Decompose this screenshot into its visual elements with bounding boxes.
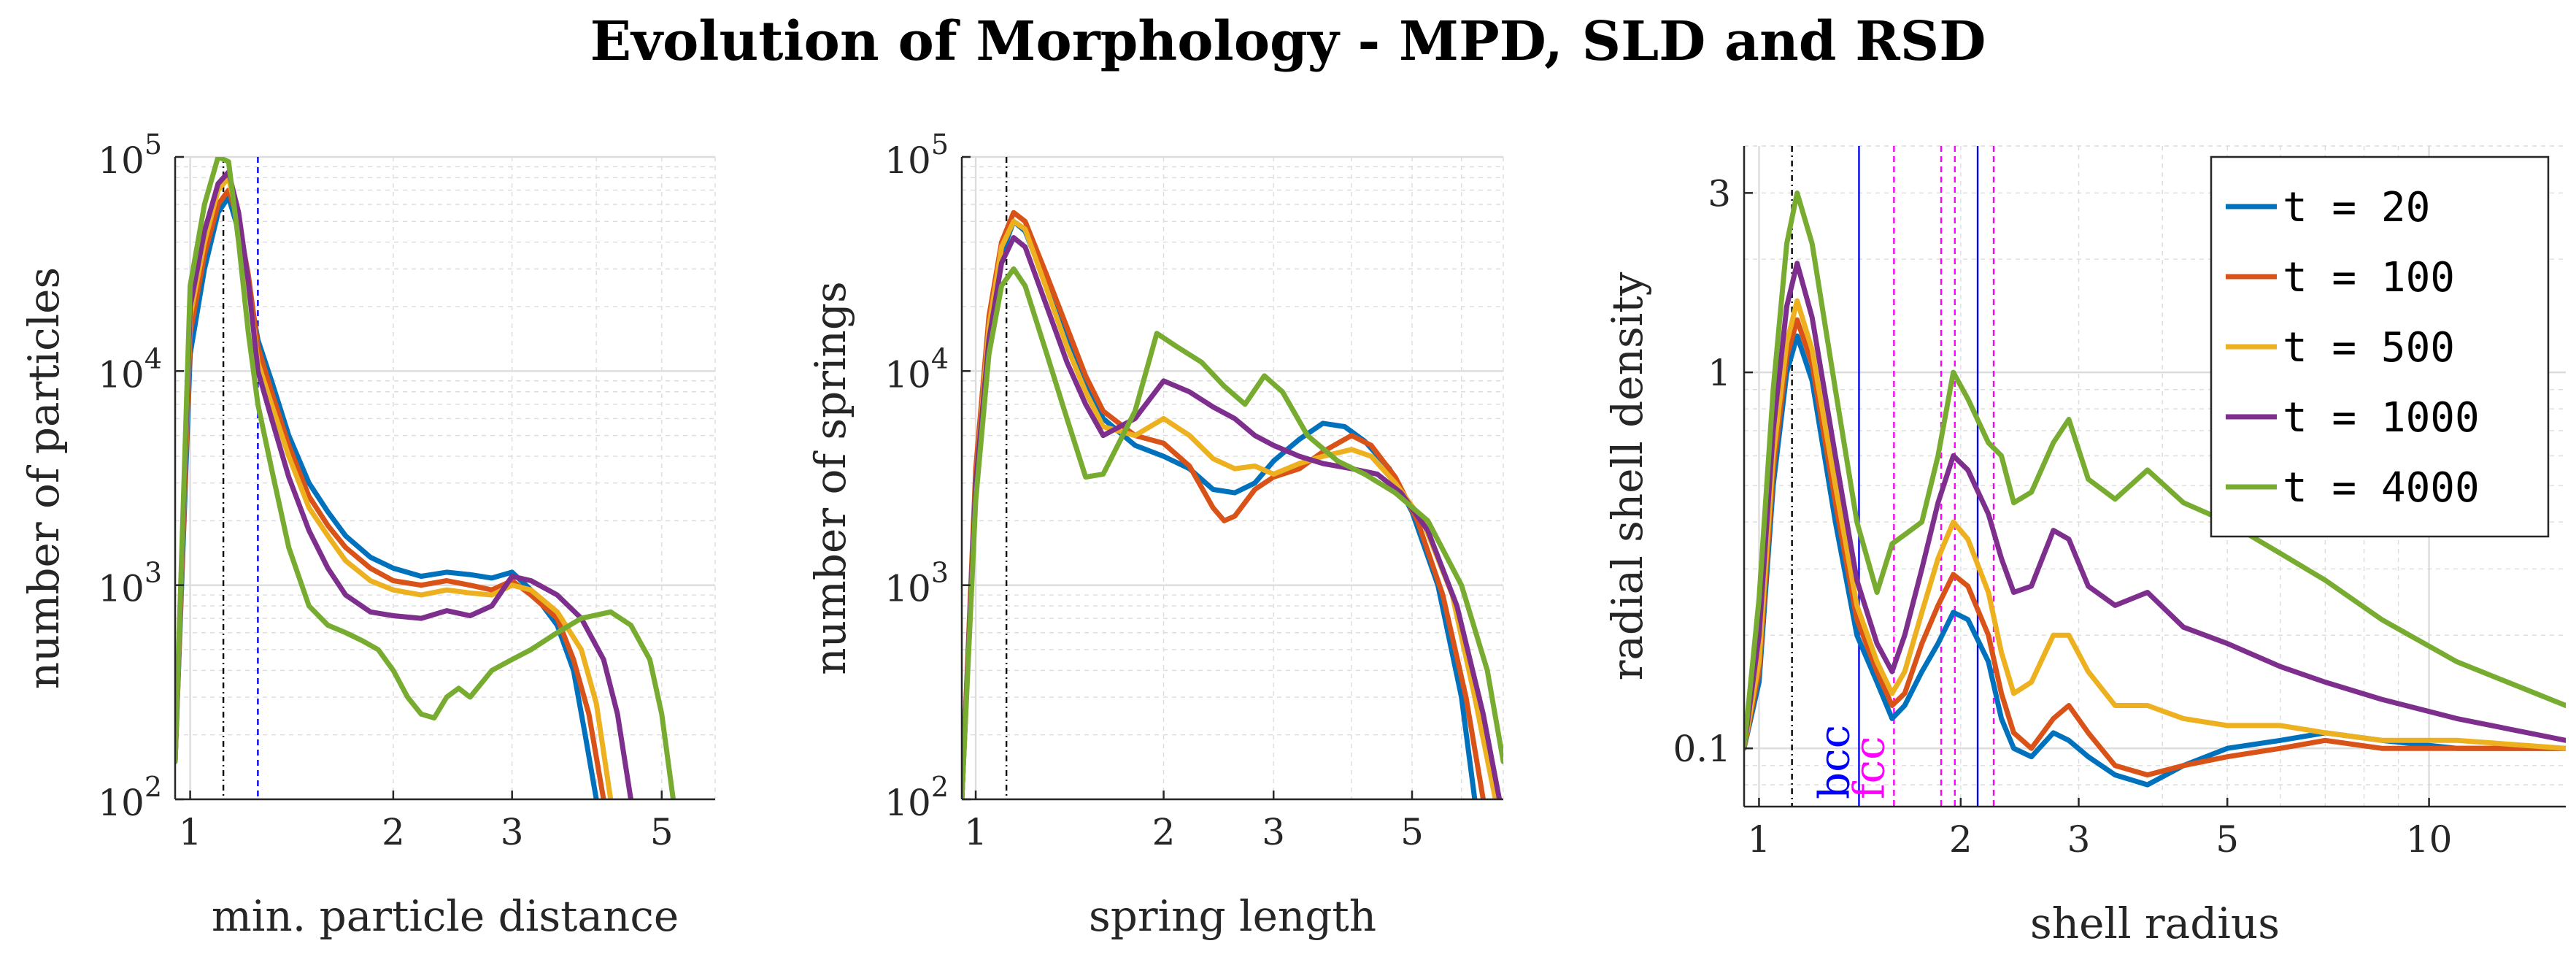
y-tick-base: 10: [884, 568, 931, 610]
y-tick-base: 10: [884, 353, 931, 396]
y-tick-base: 10: [98, 568, 144, 610]
figure-title: Evolution of Morphology - MPD, SLD and R…: [590, 10, 1986, 73]
series-line-100: [175, 187, 606, 799]
y-tick-exponent: 2: [144, 771, 162, 803]
y-tick-base: 10: [98, 139, 144, 182]
y-tick-label: 1: [1708, 352, 1731, 394]
y-tick-exponent: 2: [931, 771, 949, 803]
y-axis-label: radial shell density: [1603, 272, 1652, 680]
grid: [175, 155, 716, 801]
series-line-1000: [1744, 261, 2566, 751]
y-tick-exponent: 3: [144, 557, 162, 589]
y-tick-label: 103: [98, 557, 162, 610]
x-tick-label: 1: [179, 811, 202, 853]
plot-area: [962, 157, 1503, 799]
y-tick-base: 10: [98, 353, 144, 396]
x-tick-label: 1: [964, 811, 987, 853]
legend-label-5: t = 4000: [2283, 464, 2480, 512]
series-line-4000: [962, 266, 1503, 799]
y-tick-exponent: 3: [931, 557, 949, 589]
y-axis-label: number of springs: [806, 281, 855, 675]
x-tick-label: 3: [1262, 811, 1285, 853]
x-tick-label: 10: [2406, 818, 2453, 861]
series-line-500: [1744, 298, 2566, 751]
x-axis-label: min. particle distance: [212, 891, 679, 941]
y-tick-label: 105: [884, 128, 949, 182]
x-tick-label: 1: [1748, 818, 1771, 861]
y-tick-label: 105: [98, 128, 162, 182]
series-line-100: [962, 209, 1486, 799]
y-axis-label: number of particles: [19, 267, 69, 690]
y-tick-label: 104: [884, 342, 949, 396]
data-layer: [962, 157, 1503, 799]
y-tick-label: 102: [98, 771, 162, 824]
y-tick-exponent: 4: [144, 342, 162, 374]
y-tick-exponent: 5: [144, 128, 162, 161]
x-axis-label: spring length: [1089, 891, 1376, 941]
y-tick-label: 3: [1708, 172, 1731, 215]
x-tick-label: 2: [1949, 818, 1973, 861]
y-tick-base: 10: [884, 782, 931, 824]
y-tick-label: 0.1: [1673, 728, 1731, 770]
series-line-500: [962, 218, 1498, 799]
x-tick-label: 2: [382, 811, 405, 853]
y-tick-label: 104: [98, 342, 162, 396]
y-tick-label: 103: [884, 557, 949, 610]
legend: t = 20 t = 100 t = 500 t = 1000 t = 4000: [2210, 155, 2550, 538]
y-tick-base: 10: [884, 139, 931, 182]
series-line-20: [1744, 333, 2566, 788]
x-tick-label: 3: [2067, 818, 2091, 861]
reference-line-label-bcc: bcc: [1809, 725, 1859, 799]
legend-label-2: t = 100: [2283, 254, 2455, 301]
y-tick-exponent: 4: [931, 342, 949, 374]
legend-label-1: t = 20: [2283, 184, 2430, 231]
series-line-4000: [175, 157, 676, 799]
x-axis-label: shell radius: [2030, 899, 2280, 948]
legend-label-3: t = 500: [2283, 324, 2455, 372]
series-line-1000: [962, 235, 1503, 799]
data-layer: [175, 157, 676, 799]
y-tick-exponent: 5: [931, 128, 949, 161]
x-tick-label: 5: [650, 811, 674, 853]
x-tick-label: 3: [501, 811, 524, 853]
legend-label-4: t = 1000: [2283, 394, 2480, 442]
plot-area: [175, 157, 715, 799]
x-tick-label: 5: [2216, 818, 2239, 861]
reference-line-label-fcc: fcc: [1844, 737, 1894, 799]
y-tick-base: 10: [98, 782, 144, 824]
x-tick-label: 5: [1400, 811, 1424, 853]
y-tick-label: 102: [884, 771, 949, 824]
x-tick-label: 2: [1152, 811, 1176, 853]
